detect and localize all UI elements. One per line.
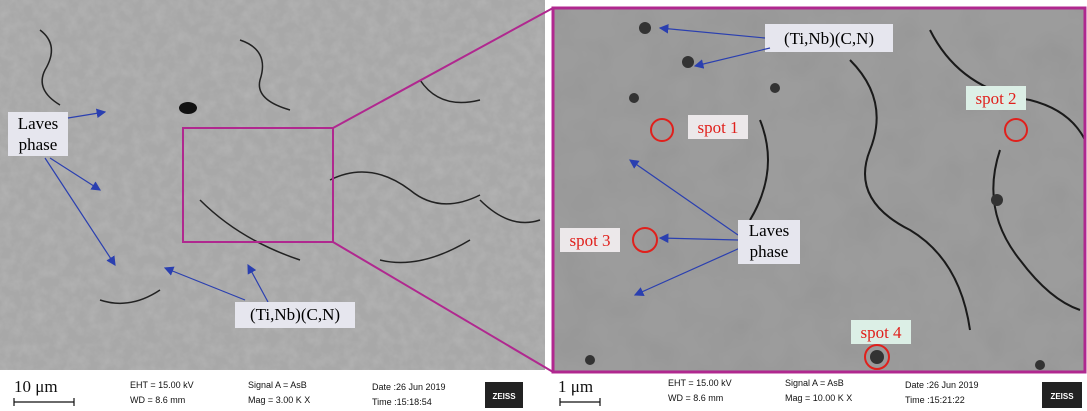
info: Mag = 10.00 K X bbox=[785, 393, 852, 403]
info: WD = 8.6 mm bbox=[668, 393, 723, 403]
label: phase bbox=[750, 242, 789, 261]
info: Mag = 3.00 K X bbox=[248, 395, 310, 405]
scale-bar bbox=[560, 398, 600, 406]
info-bar-right: 1 μm EHT = 15.00 kV WD = 8.6 mm Signal A… bbox=[558, 377, 1082, 408]
info: Date :26 Jun 2019 bbox=[905, 380, 979, 390]
logo: ZEISS bbox=[1050, 392, 1074, 401]
info: Signal A = AsB bbox=[248, 380, 307, 390]
info: Time :15:18:54 bbox=[372, 397, 432, 407]
label: phase bbox=[19, 135, 58, 154]
figure: Laves phase (Ti,Nb)(C,N) (Ti bbox=[0, 0, 1087, 411]
label: (Ti,Nb)(C,N) bbox=[250, 305, 340, 324]
info-bar-left: 10 μm EHT = 15.00 kV WD = 8.6 mm Signal … bbox=[14, 377, 523, 408]
info: Signal A = AsB bbox=[785, 378, 844, 388]
info: Time :15:21:22 bbox=[905, 395, 965, 405]
label: Laves bbox=[18, 114, 59, 133]
pore bbox=[179, 102, 197, 114]
info: EHT = 15.00 kV bbox=[668, 378, 732, 388]
scale-bar bbox=[14, 398, 74, 406]
spot-label: spot 1 bbox=[697, 118, 738, 137]
info: WD = 8.6 mm bbox=[130, 395, 185, 405]
scale-label: 1 μm bbox=[558, 377, 593, 396]
info: Date :26 Jun 2019 bbox=[372, 382, 446, 392]
texture bbox=[553, 8, 1085, 372]
right-panel: (Ti,Nb)(C,N) Laves phase spot 1 spot 2 s… bbox=[553, 8, 1085, 372]
spot-label: spot 2 bbox=[975, 89, 1016, 108]
spot-label: spot 4 bbox=[860, 323, 902, 342]
label: (Ti,Nb)(C,N) bbox=[784, 29, 874, 48]
spot-label: spot 3 bbox=[569, 231, 610, 250]
left-panel: Laves phase (Ti,Nb)(C,N) bbox=[0, 0, 545, 370]
info: EHT = 15.00 kV bbox=[130, 380, 194, 390]
label: Laves bbox=[749, 221, 790, 240]
scale-label: 10 μm bbox=[14, 377, 58, 396]
logo: ZEISS bbox=[492, 392, 516, 401]
